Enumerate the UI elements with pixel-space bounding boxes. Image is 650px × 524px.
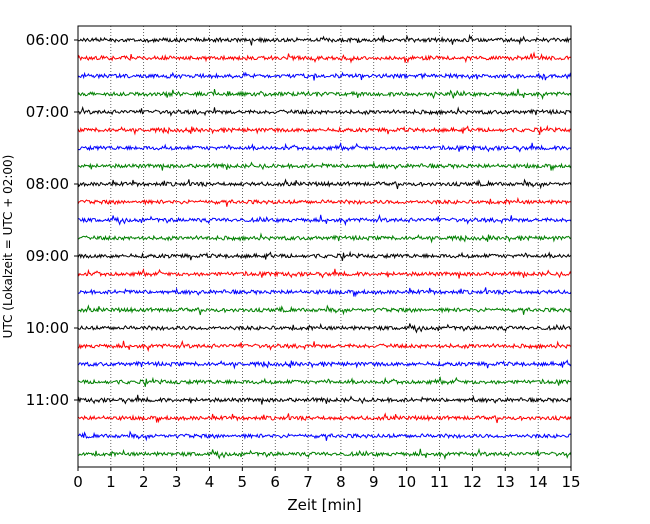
y-tick-label-1000: 10:00: [26, 319, 69, 337]
trace-0700: [77, 105, 572, 117]
trace-0730: [77, 142, 572, 153]
trace-0930: [77, 286, 572, 298]
trace-1000: [77, 322, 572, 334]
trace-0830: [77, 213, 572, 227]
x-tick-label-12: 12: [463, 473, 482, 491]
trace-0745: [77, 160, 572, 172]
y-axis-label: UTC (Lokalzeit = UTC + 02:00): [1, 155, 15, 339]
trace-1130: [77, 430, 572, 442]
x-tick-label-9: 9: [369, 473, 379, 491]
trace-0900: [77, 250, 572, 261]
trace-0815: [77, 196, 572, 207]
trace-0945: [77, 304, 572, 316]
y-tick-label-0800: 08:00: [26, 175, 69, 193]
trace-0630: [77, 71, 572, 81]
plot-frame: [77, 25, 572, 468]
x-axis-label: Zeit [min]: [287, 496, 361, 514]
trace-0615: [77, 51, 572, 64]
x-tick-label-2: 2: [139, 473, 149, 491]
trace-0915: [77, 268, 572, 279]
x-tick-label-10: 10: [397, 473, 416, 491]
trace-1015: [77, 339, 572, 353]
y-tick-label-0600: 06:00: [26, 31, 69, 49]
x-tick-label-3: 3: [172, 473, 182, 491]
trace-layer: [77, 33, 572, 461]
y-tick-label-1100: 11:00: [26, 391, 69, 409]
trace-0845: [77, 232, 572, 244]
x-tick-label-13: 13: [496, 473, 515, 491]
x-tick-label-6: 6: [270, 473, 280, 491]
x-tick-label-5: 5: [238, 473, 248, 491]
trace-0800: [77, 178, 572, 190]
x-tick-label-1: 1: [106, 473, 116, 491]
y-tick-label-0700: 07:00: [26, 103, 69, 121]
x-tick-label-7: 7: [303, 473, 313, 491]
x-tick-label-15: 15: [561, 473, 580, 491]
x-tick-label-14: 14: [529, 473, 548, 491]
x-axis-ticks: 0 1 2 3 4 5 6 7 8 9 10 11 12 13 14 15: [73, 467, 581, 491]
trace-1115: [77, 412, 572, 424]
x-tick-label-4: 4: [205, 473, 215, 491]
x-tick-label-8: 8: [336, 473, 346, 491]
trace-1030: [77, 359, 572, 370]
trace-1145: [77, 447, 572, 461]
trace-0600: [77, 33, 572, 46]
x-tick-label-0: 0: [73, 473, 83, 491]
y-axis-ticks: 06:00 07:00 08:00 09:00 10:00 11:00: [26, 31, 78, 409]
trace-0715: [77, 124, 572, 136]
x-tick-label-11: 11: [430, 473, 449, 491]
trace-1045: [77, 376, 572, 387]
y-tick-label-0900: 09:00: [26, 247, 69, 265]
trace-1100: [77, 394, 572, 405]
trace-0645: [77, 88, 572, 101]
